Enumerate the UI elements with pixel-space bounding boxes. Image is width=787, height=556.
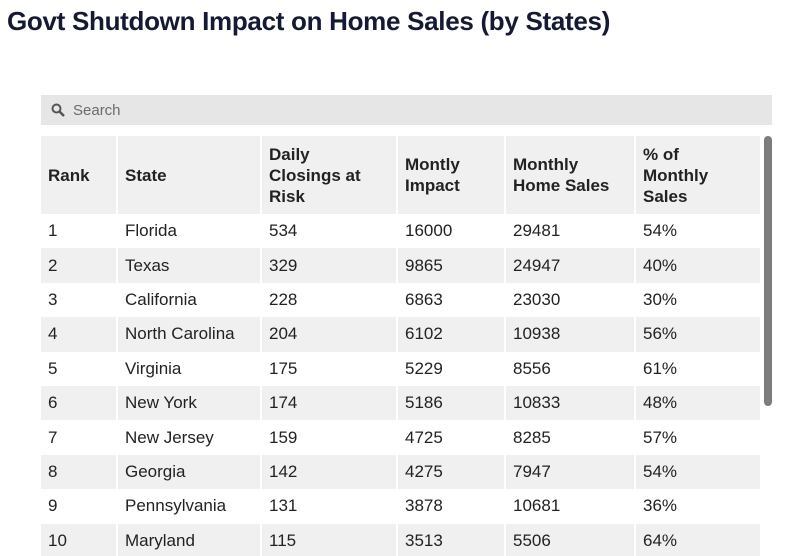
table-cell: 3	[48, 289, 58, 309]
scrollbar[interactable]	[764, 136, 772, 406]
table-cell: 24947	[504, 248, 635, 283]
table-cell: 3878	[396, 489, 505, 524]
column-header[interactable]: Montly Impact	[396, 136, 505, 214]
table-cell: 2	[41, 248, 117, 283]
table-cell: 159	[260, 420, 397, 455]
table-cell: 4	[41, 317, 117, 352]
table-cell: 10833	[504, 385, 635, 421]
table-cell: 61%	[634, 351, 760, 386]
table-cell: 40%	[634, 248, 760, 283]
table-cell: 5229	[396, 351, 505, 386]
table-cell: 29481	[504, 214, 635, 249]
table-cell: 57%	[634, 420, 760, 455]
table-cell: 6863	[396, 282, 505, 318]
header-text: % of Monthly Sales	[643, 144, 709, 206]
table-cell: 36%	[634, 489, 760, 524]
table-cell: 6	[41, 385, 117, 421]
table-cell: North Carolina	[116, 317, 261, 352]
table-row: 1 Florida 534 16000 29481 54%	[41, 214, 760, 249]
search-placeholder: Search	[73, 101, 121, 119]
table-cell: 115	[260, 523, 397, 556]
header-row: Rank State Daily Closings at Risk Montly Im…	[41, 136, 760, 214]
table-cell: Florida	[116, 214, 261, 249]
header-text: Montly Impact	[405, 155, 460, 195]
table-cell: 10938	[504, 317, 635, 352]
table-cell: 9	[48, 496, 58, 516]
table-cell: 5186	[396, 385, 505, 421]
table-cell: Georgia	[116, 454, 261, 490]
table-cell: 54%	[634, 454, 760, 490]
header-text: Daily Closings at Risk	[269, 144, 361, 206]
table-cell: 142	[260, 454, 397, 490]
table-cell: 6102	[396, 317, 505, 352]
column-header[interactable]: % of Monthly Sales	[634, 136, 760, 214]
table-cell: 5	[48, 358, 58, 378]
table-cell: Pennsylvania	[116, 489, 261, 524]
table-cell: California	[116, 282, 261, 318]
table-cell: 174	[260, 385, 397, 421]
table-row: 5 Virginia 175 5229 8556 61%	[41, 351, 760, 386]
table-cell: 5506	[504, 523, 635, 556]
table-container: Rank State Daily Closings at Risk Montly Im…	[41, 136, 772, 556]
table-cell: 1	[48, 221, 58, 241]
table-row: 8 Georgia 142 4275 7947 54%	[41, 454, 760, 490]
table-cell: 175	[260, 351, 397, 386]
table-cell: 9865	[396, 248, 505, 283]
table-cell: 3513	[396, 523, 505, 556]
data-table: Rank State Daily Closings at Risk Montly Im…	[41, 136, 760, 556]
table-cell: 16000	[396, 214, 505, 249]
search-icon	[51, 103, 65, 117]
table-row: 3 California 228 6863 23030 30%	[41, 282, 760, 318]
table-row: 2 Texas 329 9865 24947 40%	[41, 248, 760, 283]
table-cell: 329	[260, 248, 397, 283]
table-cell: 54%	[634, 214, 760, 249]
table-row: 6 New York 174 5186 10833 48%	[41, 385, 760, 421]
table-cell: 7947	[504, 454, 635, 490]
header-text: Monthly Home Sales	[513, 155, 610, 195]
table-cell: 228	[260, 282, 397, 318]
table-cell: 131	[260, 489, 397, 524]
table-cell: 48%	[634, 385, 760, 421]
column-header[interactable]: Daily Closings at Risk	[260, 136, 397, 214]
search-box[interactable]: Search	[41, 95, 772, 125]
table-cell: 56%	[634, 317, 760, 352]
table-cell: 534	[260, 214, 397, 249]
header-text: Rank	[48, 165, 90, 185]
table-cell: Texas	[116, 248, 261, 283]
table-cell: 10	[41, 523, 117, 556]
table-cell: 10681	[504, 489, 635, 524]
column-header[interactable]: State	[116, 136, 261, 214]
table-cell: 8285	[504, 420, 635, 455]
table-cell: 7	[48, 427, 58, 447]
table-row: 10 Maryland 115 3513 5506 64%	[41, 523, 760, 556]
table-row: 4 North Carolina 204 6102 10938 56%	[41, 317, 760, 352]
table-cell: Maryland	[116, 523, 261, 556]
table-cell: 4725	[396, 420, 505, 455]
table-cell: New York	[116, 385, 261, 421]
table-row: 7 New Jersey 159 4725 8285 57%	[41, 420, 760, 455]
table-cell: 4275	[396, 454, 505, 490]
column-header[interactable]: Monthly Home Sales	[504, 136, 635, 214]
table-cell: 30%	[634, 282, 760, 318]
table-cell: 8556	[504, 351, 635, 386]
page-title: Govt Shutdown Impact on Home Sales (by S…	[7, 6, 611, 36]
table-row: 9 Pennsylvania 131 3878 10681 36%	[41, 489, 760, 524]
table-cell: New Jersey	[116, 420, 261, 455]
table-cell: 64%	[634, 523, 760, 556]
table-cell: 23030	[504, 282, 635, 318]
header-text: State	[125, 165, 167, 185]
table-cell: 8	[41, 454, 117, 490]
table-cell: Virginia	[116, 351, 261, 386]
table-cell: 204	[260, 317, 397, 352]
column-header[interactable]: Rank	[41, 136, 117, 214]
